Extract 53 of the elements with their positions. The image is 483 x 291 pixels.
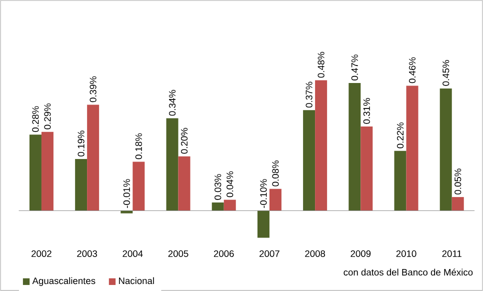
bar — [348, 83, 361, 211]
bar — [120, 210, 133, 214]
data-label: 0.45% — [442, 60, 450, 86]
x-tick-label: 2009 — [350, 250, 371, 257]
bar — [132, 162, 145, 211]
data-label: 0.46% — [408, 57, 416, 84]
x-tick-label: 2006 — [214, 250, 234, 257]
x-tick-label: 2002 — [32, 250, 52, 257]
x-tick-label: 2004 — [122, 250, 143, 257]
data-label: 0.08% — [272, 160, 279, 186]
data-label: 0.39% — [90, 76, 96, 102]
data-label: -0.10% — [260, 179, 267, 208]
bar — [224, 200, 236, 211]
data-label: -0.01% — [123, 179, 130, 208]
bar — [178, 156, 190, 211]
data-label: 0.22% — [396, 122, 404, 148]
bar — [315, 80, 328, 211]
data-label: 0.29% — [44, 103, 51, 130]
x-tick-label: 2008 — [305, 250, 326, 257]
bar — [452, 197, 464, 211]
x-tick-label: 2005 — [168, 250, 188, 257]
legend-label: Aguascalientes — [32, 277, 96, 286]
legend-label: Nacional — [119, 277, 154, 284]
x-tick-label: 2011 — [442, 250, 462, 257]
bar — [440, 88, 452, 211]
bar — [394, 150, 406, 211]
data-label: 0.48% — [318, 52, 324, 78]
bar — [87, 104, 100, 211]
data-label: 0.05% — [454, 168, 462, 194]
data-label: 0.31% — [363, 98, 370, 124]
data-label: 0.28% — [32, 106, 39, 132]
bar — [303, 110, 316, 211]
bar — [41, 132, 54, 211]
x-tick-label: 2003 — [77, 250, 98, 257]
bar — [166, 118, 178, 211]
bar — [360, 126, 373, 211]
bar — [406, 86, 418, 211]
x-tick-label: 2007 — [260, 250, 280, 257]
data-label: 0.20% — [180, 128, 188, 154]
bar — [75, 159, 88, 211]
text: con datos del Banco de México — [344, 268, 473, 276]
data-label: 0.37% — [306, 82, 312, 108]
x-tick-label: 2010 — [396, 250, 416, 257]
bar — [257, 210, 270, 238]
data-label: 0.47% — [351, 54, 358, 80]
data-label: 0.19% — [78, 130, 84, 156]
bar — [212, 202, 224, 211]
data-label: 0.03% — [214, 174, 222, 200]
data-label: 0.04% — [226, 171, 234, 198]
data-label: 0.18% — [135, 133, 142, 160]
bar — [29, 134, 42, 211]
bar — [269, 188, 282, 211]
data-label: 0.34% — [168, 90, 176, 116]
